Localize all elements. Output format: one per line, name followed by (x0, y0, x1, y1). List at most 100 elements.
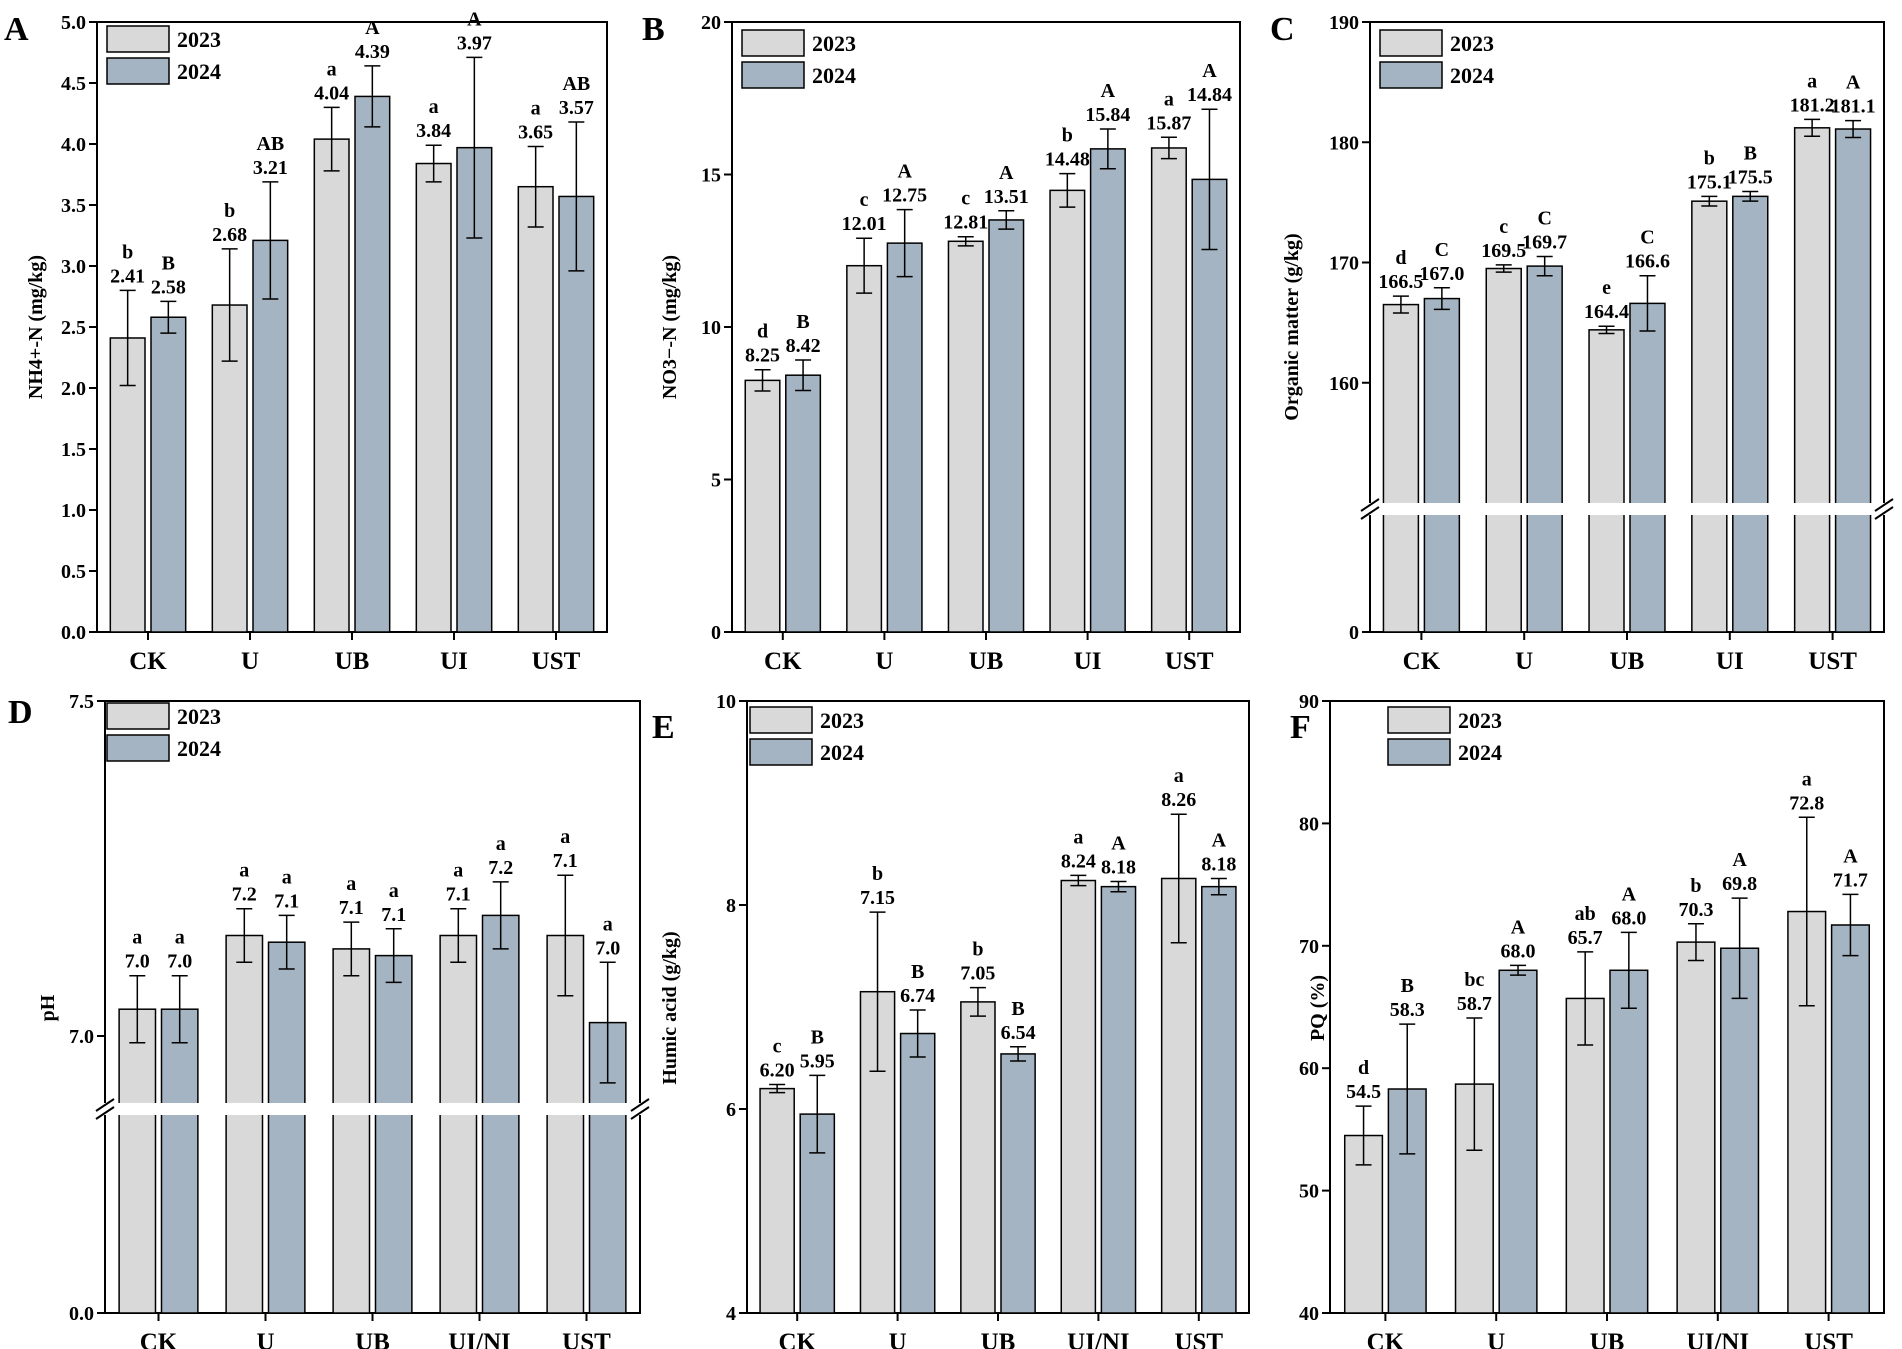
data-label: 7.0 (595, 937, 620, 959)
significance-letter: a (496, 833, 506, 855)
data-label: 58.7 (1457, 993, 1492, 1015)
data-label: 175.1 (1687, 171, 1732, 193)
data-label: 68.0 (1501, 940, 1536, 962)
data-label: 6.74 (900, 985, 935, 1007)
bar-2023 (1049, 189, 1086, 633)
data-label: 7.1 (274, 890, 299, 912)
bar-2024 (785, 374, 822, 633)
panel-letter: B (642, 11, 665, 48)
category-label: U (875, 648, 893, 675)
legend-label: 2024 (177, 736, 221, 761)
data-label: 6.20 (760, 1060, 795, 1082)
data-label: 7.1 (446, 884, 471, 906)
data-label: 181.1 (1831, 96, 1876, 118)
bar-2024 (1526, 265, 1563, 633)
significance-letter: d (1395, 247, 1406, 269)
significance-letter: a (1174, 765, 1184, 787)
data-label: 8.18 (1201, 853, 1236, 875)
data-label: 166.5 (1378, 271, 1423, 293)
category-label: UB (355, 1329, 390, 1349)
legend-swatch-2024 (1387, 738, 1451, 766)
significance-letter: c (860, 189, 869, 211)
panel-d: 0.07.07.5CK7.0a7.0aU7.2a7.1aUB7.1a7.1aUI… (8, 691, 654, 1349)
bar-2024 (354, 95, 391, 633)
significance-letter: b (972, 939, 983, 961)
significance-letter: A (1202, 60, 1217, 82)
panel-letter: C (1270, 11, 1295, 48)
y-tick-label: 1.5 (61, 439, 86, 461)
bar-2024 (1089, 148, 1126, 633)
category-label: UB (1590, 1329, 1625, 1349)
bar-2024 (374, 954, 413, 1314)
bar-2023 (332, 948, 371, 1314)
axis-break-mark (95, 1106, 115, 1120)
y-axis-label: NH4+-N (mg/kg) (25, 255, 47, 399)
data-label: 175.5 (1728, 167, 1773, 189)
significance-letter: a (175, 927, 185, 949)
bar-2023 (960, 1001, 996, 1314)
bar-2023 (1060, 879, 1097, 1314)
bar-2024 (1609, 969, 1649, 1314)
category-label: UB (969, 648, 1004, 675)
category-label: CK (1367, 1329, 1405, 1349)
data-label: 2.58 (151, 276, 186, 298)
y-tick-label: 160 (1329, 373, 1359, 395)
significance-letter: A (999, 162, 1014, 184)
y-tick-label: 50 (1299, 1181, 1319, 1203)
bar-2023 (1160, 877, 1197, 1314)
significance-letter: a (132, 927, 142, 949)
category-label: UI (1074, 648, 1102, 675)
bar-2023 (1565, 997, 1605, 1314)
data-label: 5.95 (800, 1050, 835, 1072)
bar-2023 (1691, 200, 1728, 633)
data-label: 3.97 (457, 32, 492, 54)
significance-letter: a (346, 873, 356, 895)
data-label: 15.84 (1085, 104, 1130, 126)
legend-label: 2023 (812, 31, 856, 56)
data-label: 13.51 (984, 186, 1029, 208)
legend-swatch-2023 (749, 706, 813, 734)
y-axis-label: Organic matter (g/kg) (1281, 233, 1303, 420)
legend-swatch-2023 (1387, 706, 1451, 734)
data-label: 7.2 (488, 857, 513, 879)
category-label: UB (981, 1329, 1016, 1349)
significance-letter: a (327, 58, 337, 80)
y-tick-label: 5 (711, 470, 721, 492)
significance-letter: d (1358, 1057, 1369, 1079)
panel-letter: D (8, 694, 33, 731)
significance-letter: a (531, 97, 541, 119)
significance-letter: B (811, 1026, 824, 1048)
y-tick-label: 60 (1299, 1058, 1319, 1080)
bar-2024 (1830, 924, 1871, 1314)
significance-letter: a (1164, 88, 1174, 110)
significance-letter: a (453, 860, 463, 882)
axis-break-mark (630, 1098, 650, 1112)
data-label: 7.1 (553, 850, 578, 872)
significance-letter: c (773, 1036, 782, 1058)
y-axis-label: Humic acid (g/kg) (659, 931, 681, 1084)
bar-2023 (109, 337, 146, 633)
significance-letter: A (1843, 845, 1858, 867)
data-label: 15.87 (1146, 112, 1191, 134)
data-label: 4.04 (314, 82, 349, 104)
significance-letter: a (282, 866, 292, 888)
significance-letter: b (872, 863, 883, 885)
y-tick-label: 0 (711, 622, 721, 644)
data-label: 69.8 (1722, 873, 1757, 895)
bar-2024 (252, 239, 289, 633)
legend-swatch-2023 (741, 29, 805, 57)
bar-2024 (1629, 302, 1666, 633)
significance-letter: a (603, 913, 613, 935)
y-tick-label: 10 (716, 691, 736, 713)
y-tick-label: 3.5 (61, 195, 86, 217)
legend-swatch-2024 (106, 734, 170, 762)
y-axis-label: NO3−-N (mg/kg) (659, 255, 681, 399)
category-label: CK (764, 648, 802, 675)
significance-letter: B (1401, 975, 1414, 997)
significance-letter: B (796, 311, 809, 333)
bar-2023 (1793, 127, 1831, 633)
data-label: 4.39 (355, 41, 390, 63)
legend-label: 2023 (1450, 31, 1494, 56)
y-tick-label: 4 (726, 1303, 736, 1325)
